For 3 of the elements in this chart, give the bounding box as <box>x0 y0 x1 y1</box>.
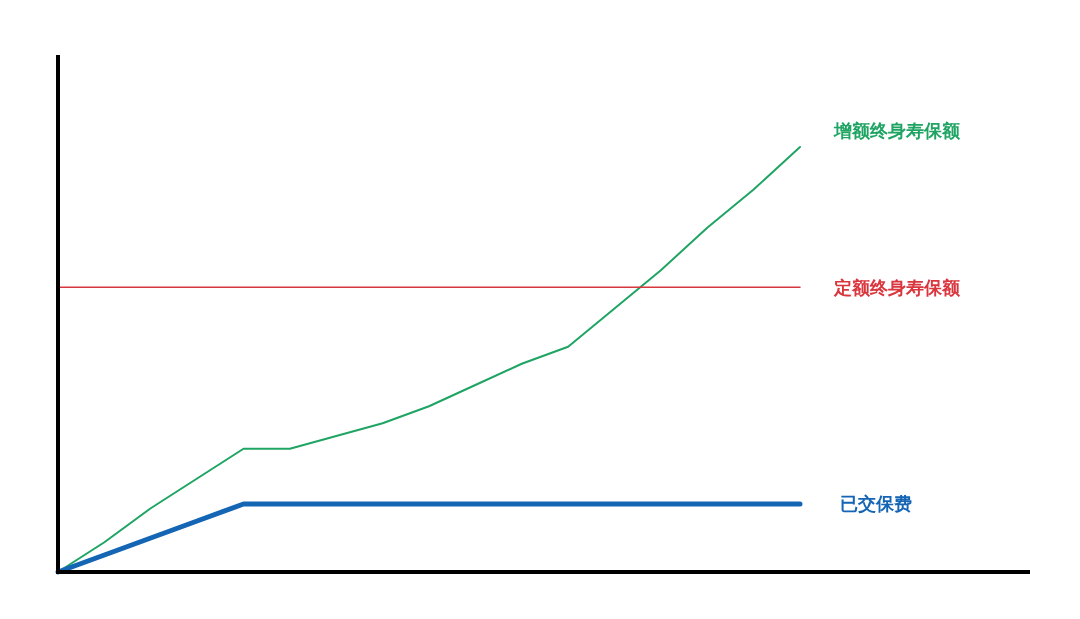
series-label: 增额终身寿保额 <box>833 120 961 142</box>
text: 已交保费 <box>840 493 912 515</box>
series-label: 定额终身寿保额 <box>833 276 961 298</box>
